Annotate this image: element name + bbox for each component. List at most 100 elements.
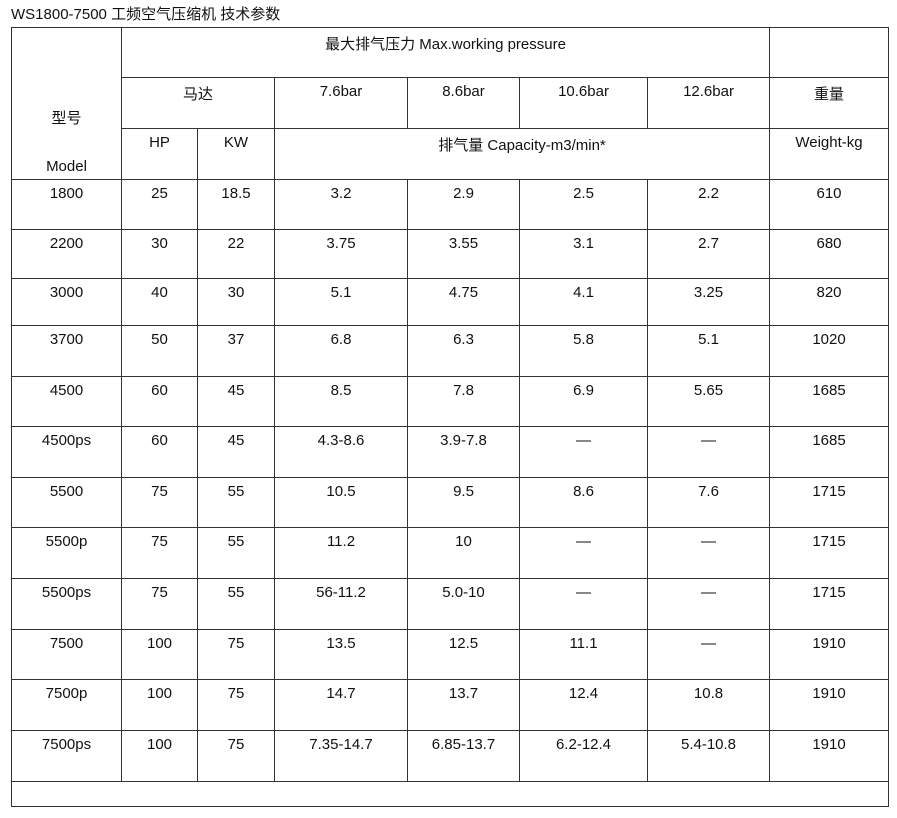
weight-cell: 1910 (769, 629, 890, 680)
weight-cell: 1715 (769, 477, 890, 528)
capacity-cell: — (646, 578, 771, 630)
capacity-cell: 3.25 (646, 278, 771, 326)
capacity-cell: 6.2-12.4 (519, 730, 648, 782)
weight-cell: 1685 (769, 426, 890, 478)
weight-cell: 610 (769, 179, 890, 230)
capacity-cell: 13.5 (274, 629, 408, 680)
pressure-col: 7.6bar (274, 77, 408, 129)
kw-header: KW (197, 128, 275, 180)
weight-cell: 680 (769, 229, 890, 279)
capacity-cell: 6.3 (407, 325, 520, 377)
capacity-cell: — (519, 527, 648, 579)
hp-cell: 60 (121, 376, 198, 427)
model-cn: 型号 (51, 110, 82, 127)
model-header: 型号 Model (11, 27, 122, 180)
kw-cell: 45 (197, 376, 275, 427)
hp-cell: 40 (121, 278, 198, 326)
table-row: 5500p 75 55 11.2 10— —1715 (11, 527, 890, 579)
kw-cell: 45 (197, 426, 275, 478)
table-row: 3000 40 30 5.1 4.75 4.1 3.25 820 (11, 278, 890, 326)
table-row: 7500 100 75 13.5 12.5 11.1—1910 (11, 629, 890, 680)
hp-cell: 100 (121, 730, 198, 782)
hp-cell: 25 (121, 179, 198, 230)
table-row: 5500ps 75 55 56-11.2 5.0-10— —1715 (11, 578, 890, 630)
capacity-cell: 7.35-14.7 (274, 730, 408, 782)
capacity-cell: 3.2 (274, 179, 408, 230)
kw-cell: 30 (197, 278, 275, 326)
capacity-cell: — (519, 578, 648, 630)
weight-cell: 1715 (769, 578, 890, 630)
kw-cell: 75 (197, 730, 275, 782)
hp-cell: 75 (121, 477, 198, 528)
capacity-cell: 5.0-10 (407, 578, 520, 630)
capacity-cell: 10.5 (274, 477, 408, 528)
table-row: 7500p 100 75 14.7 13.7 12.4 10.8 1910 (11, 679, 890, 731)
kw-cell: 75 (197, 629, 275, 680)
capacity-cell: 3.9-7.8 (407, 426, 520, 478)
capacity-cell: 3.55 (407, 229, 520, 279)
weight-cell: 1685 (769, 376, 890, 427)
model-cell: 3000 (11, 278, 122, 326)
capacity-cell: 5.1 (274, 278, 408, 326)
kw-cell: 75 (197, 679, 275, 731)
capacity-cell: — (646, 426, 771, 478)
weight-cell: 1910 (769, 679, 890, 731)
capacity-cell: 8.5 (274, 376, 408, 427)
kw-cell: 55 (197, 578, 275, 630)
capacity-cell: 8.6 (519, 477, 648, 528)
capacity-cell: — (519, 426, 648, 478)
capacity-cell: 5.4-10.8 (646, 730, 771, 782)
table-row: 2200 30 22 3.75 3.55 3.1 2.7 680 (11, 229, 890, 279)
model-cell: 5500ps (11, 578, 122, 630)
model-cell: 5500 (11, 477, 122, 528)
capacity-cell: 2.7 (646, 229, 771, 279)
model-cell: 7500p (11, 679, 122, 731)
kw-cell: 22 (197, 229, 275, 279)
capacity-cell: 4.3-8.6 (274, 426, 408, 478)
capacity-cell: 5.65 (646, 376, 771, 427)
table-row: 7500ps 100 75 7.35-14.7 6.85-13.7 6.2-12.4 5.4… (11, 730, 890, 782)
capacity-cell: 7.8 (407, 376, 520, 427)
capacity-cell: — (646, 629, 771, 680)
weight-cell: 1020 (769, 325, 890, 377)
model-cell: 1800 (11, 179, 122, 230)
weight-cell: 1715 (769, 527, 890, 579)
hp-cell: 50 (121, 325, 198, 377)
capacity-cell: 6.8 (274, 325, 408, 377)
capacity-cell: 11.2 (274, 527, 408, 579)
hp-header: HP (121, 128, 198, 180)
capacity-header: 排气量 Capacity-m3/min* (273, 128, 771, 180)
capacity-cell: 4.1 (519, 278, 648, 326)
pressure-col: 12.6bar (646, 77, 771, 129)
model-cell: 3700 (11, 325, 122, 377)
weight-cell: 1910 (769, 730, 890, 782)
kw-cell: 55 (197, 477, 275, 528)
hp-cell: 30 (121, 229, 198, 279)
capacity-cell: 12.5 (407, 629, 520, 680)
kw-cell: 55 (197, 527, 275, 579)
capacity-cell: 10.8 (646, 679, 771, 731)
capacity-cell: 6.9 (519, 376, 648, 427)
table-row: 1800 25 18.5 3.2 2.9 2.5 2.2 610 (11, 179, 890, 230)
model-cell: 4500ps (11, 426, 122, 478)
empty-cell (10, 781, 890, 807)
capacity-cell: 9.5 (407, 477, 520, 528)
capacity-cell: 3.75 (274, 229, 408, 279)
capacity-cell: 14.7 (274, 679, 408, 731)
hp-cell: 100 (121, 679, 198, 731)
hp-cell: 75 (121, 578, 198, 630)
capacity-cell: 12.4 (519, 679, 648, 731)
title: WS1800-7500 工频空气压缩机 技术参数 (11, 6, 281, 23)
capacity-cell: 3.1 (519, 229, 648, 279)
model-cell: 4500 (11, 376, 122, 427)
kw-cell: 18.5 (197, 179, 275, 230)
spec-table: 型号 Model 最大排气压力 Max.working pressure 马达 … (10, 27, 890, 807)
model-cell: 7500 (11, 629, 122, 680)
model-cell: 5500p (11, 527, 122, 579)
capacity-cell: 5.1 (646, 325, 771, 377)
table-row: 4500 60 45 8.5 7.8 6.9 5.65 1685 (11, 376, 890, 427)
capacity-cell: 2.5 (519, 179, 648, 230)
model-cell: 2200 (11, 229, 122, 279)
empty-cell (769, 27, 890, 78)
